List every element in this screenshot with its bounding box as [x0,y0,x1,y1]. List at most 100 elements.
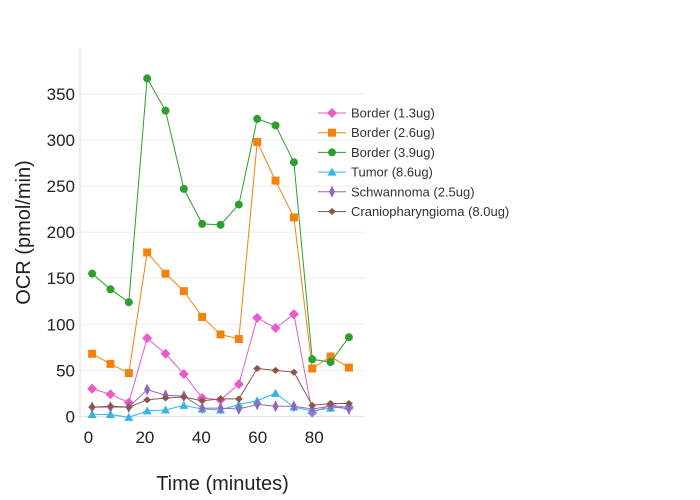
data-point[interactable] [142,406,152,415]
legend-item[interactable]: Tumor (8.6ug) [318,165,433,180]
x-tick-label: 40 [192,428,211,447]
data-series [87,74,354,421]
y-tick-label: 200 [47,223,75,242]
data-point[interactable] [161,106,170,115]
data-point[interactable] [254,398,261,411]
data-point[interactable] [142,333,153,344]
data-point[interactable] [179,393,188,401]
legend[interactable]: Border (1.3ug) Border (2.6ug) Border (3.9u… [318,106,509,220]
data-point[interactable] [234,395,243,403]
data-point[interactable] [179,400,189,409]
data-point[interactable] [106,359,115,368]
data-point[interactable] [326,352,335,361]
data-point[interactable] [198,312,207,321]
data-point[interactable] [253,365,262,373]
data-point[interactable] [87,383,98,394]
data-point[interactable] [143,248,152,257]
y-tick-label: 350 [47,85,75,104]
data-point[interactable] [271,121,280,130]
data-point[interactable] [217,402,224,415]
data-point[interactable] [88,349,97,358]
axes: 0 50 100 150 200 250 300 350 0 20 40 60 80 [47,48,365,447]
data-point[interactable] [289,213,298,222]
legend-item[interactable]: Craniopharyngioma (8.0ug) [318,204,509,219]
data-point[interactable] [344,333,353,342]
data-point[interactable] [216,395,225,403]
data-point[interactable] [288,309,299,320]
data-point[interactable] [326,358,335,367]
data-point[interactable] [161,394,170,402]
legend-swatch-marker[interactable] [328,208,336,215]
data-point[interactable] [124,369,133,378]
data-point[interactable] [308,355,317,364]
data-point[interactable] [124,298,133,307]
legend-item[interactable]: Border (2.6ug) [318,125,435,140]
data-point[interactable] [124,412,134,421]
data-point[interactable] [105,389,116,400]
data-point[interactable] [271,176,280,185]
data-point[interactable] [143,74,152,83]
legend-item[interactable]: Border (3.9ug) [318,145,435,160]
data-point[interactable] [144,383,151,396]
data-point[interactable] [179,184,188,193]
legend-label: Border (2.6ug) [351,125,435,140]
data-point[interactable] [88,269,97,278]
data-point[interactable] [271,366,280,374]
data-point[interactable] [106,285,115,294]
data-point[interactable] [308,401,317,409]
legend-swatch-marker[interactable] [328,128,336,137]
data-point[interactable] [270,322,281,333]
data-point[interactable] [345,403,352,416]
data-point[interactable] [326,400,335,408]
data-point[interactable] [106,402,115,410]
y-tick-label: 50 [56,361,75,380]
data-point[interactable] [289,368,298,376]
y-tick-label: 100 [47,315,75,334]
series-tumor-8-6ug [87,388,354,421]
legend-swatch-marker[interactable] [327,108,337,118]
data-point[interactable] [308,364,317,373]
data-point[interactable] [216,330,225,339]
legend-item[interactable]: Schwannoma (2.5ug) [318,184,475,199]
data-point[interactable] [252,312,263,323]
data-point[interactable] [234,200,243,209]
x-tick-label: 0 [84,428,93,447]
y-tick-label: 300 [47,131,75,150]
data-point[interactable] [124,403,133,411]
data-point[interactable] [234,335,243,344]
data-point[interactable] [253,114,262,123]
data-point[interactable] [143,396,152,404]
data-point[interactable] [199,402,206,415]
data-point[interactable] [179,287,188,296]
data-point[interactable] [216,220,225,229]
data-point[interactable] [198,397,207,405]
legend-swatch-marker[interactable] [329,185,335,198]
data-point[interactable] [178,369,189,380]
data-point[interactable] [253,137,262,146]
data-point[interactable] [233,379,244,390]
data-point[interactable] [235,403,242,416]
legend-label: Craniopharyngioma (8.0ug) [351,204,509,219]
data-point[interactable] [87,410,97,419]
data-point[interactable] [289,158,298,167]
data-point[interactable] [344,363,353,372]
data-point[interactable] [105,410,115,419]
data-point[interactable] [344,400,353,408]
legend-swatch-marker[interactable] [327,167,337,176]
y-axis-title: OCR (pmol/min) [13,160,35,304]
data-point[interactable] [198,219,207,228]
x-tick-label: 80 [305,428,324,447]
x-axis-title: Time (minutes) [156,473,289,495]
data-point[interactable] [160,348,171,359]
legend-label: Schwannoma (2.5ug) [351,184,475,199]
data-point[interactable] [271,388,281,397]
legend-item[interactable]: Border (1.3ug) [318,106,435,121]
data-point[interactable] [161,269,170,278]
series-line [91,76,350,363]
data-point[interactable] [290,400,297,413]
data-point[interactable] [88,403,97,411]
data-point[interactable] [272,400,279,413]
data-point[interactable] [161,405,170,414]
legend-swatch-marker[interactable] [328,148,336,157]
